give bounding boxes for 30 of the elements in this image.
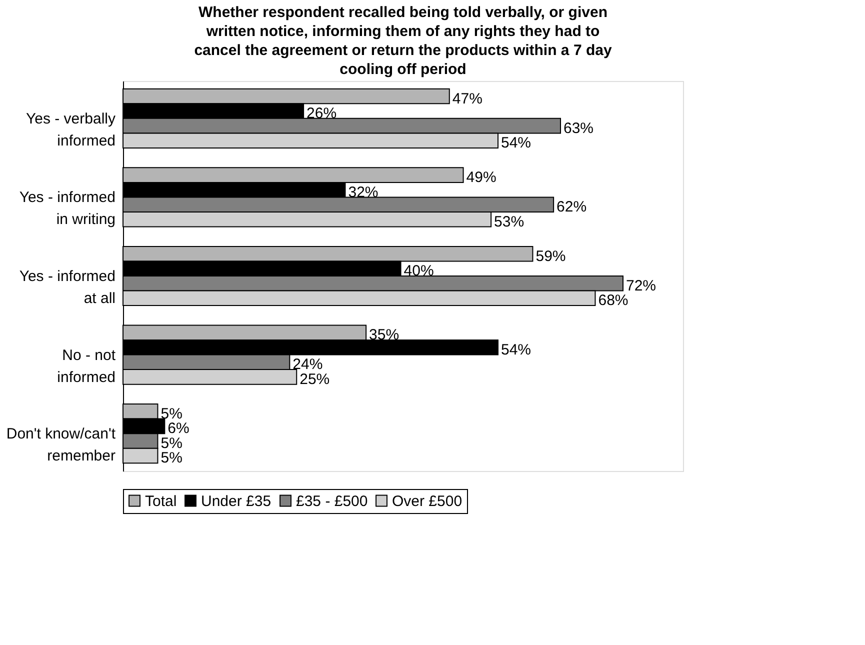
data-label: 59% xyxy=(536,248,566,265)
y-tick-label: Don't know/can't remember xyxy=(6,426,116,465)
data-label: 63% xyxy=(564,120,594,137)
data-label: 62% xyxy=(556,198,587,216)
data-label: 5% xyxy=(160,450,182,467)
data-label: 49% xyxy=(466,169,496,186)
data-label: 26% xyxy=(306,105,337,122)
y-tick-label: Yes - informed in writing xyxy=(19,189,116,228)
y-tick-label: Yes - verbally informed xyxy=(26,110,116,150)
data-label: 54% xyxy=(501,134,532,152)
data-label: 24% xyxy=(292,356,323,374)
data-label: 25% xyxy=(300,370,330,388)
data-label: 40% xyxy=(404,262,434,280)
legend-label: Under £35 xyxy=(201,492,272,510)
data-label: 54% xyxy=(501,341,532,358)
data-label: 47% xyxy=(452,90,482,108)
chart-title: Whether respondent recalled being told verbally, or given written notice, informing them of any rights they had to cancel the agreement or return the products within a 7 day cooling off period xyxy=(194,4,612,78)
data-label: 35% xyxy=(369,326,400,344)
y-tick-label: No - not informed xyxy=(57,346,116,386)
y-tick-label: Yes - informed at all xyxy=(19,268,116,307)
legend-label: £35 - £500 xyxy=(296,492,368,510)
data-label: 5% xyxy=(160,434,182,452)
legend-label: Total xyxy=(145,492,177,510)
legend-label: Over £500 xyxy=(392,492,462,510)
data-label: 72% xyxy=(626,277,656,294)
data-label: 5% xyxy=(160,405,182,422)
data-label: 6% xyxy=(168,420,190,438)
data-label: 68% xyxy=(598,292,628,310)
data-label: 32% xyxy=(348,184,378,201)
data-label: 53% xyxy=(494,213,524,230)
